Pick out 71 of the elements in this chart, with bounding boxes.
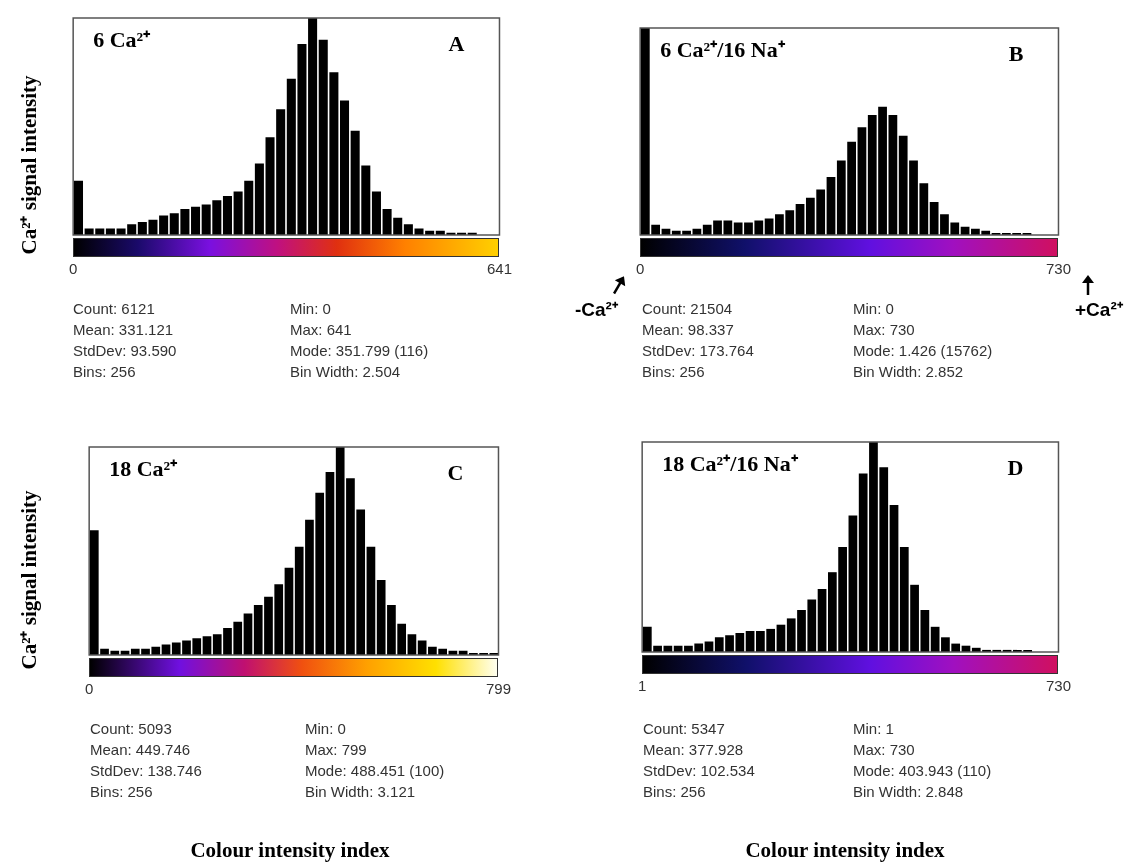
x-tick-label: 641 <box>486 260 512 278</box>
text: Mean: 331.121 <box>73 321 174 338</box>
annotation: B <box>1008 40 1024 66</box>
bar <box>366 546 376 655</box>
x-tick-label: 730 <box>1045 260 1071 278</box>
text: Mean: 377.928 <box>643 741 744 758</box>
text: Bins: 256 <box>642 363 705 380</box>
annotation: C <box>447 459 464 485</box>
annotation: 18 Ca²⁺ <box>109 455 179 481</box>
text: StdDev: 93.590 <box>73 342 177 359</box>
text: Bin Width: 2.852 <box>853 363 964 380</box>
text: Bins: 256 <box>643 783 706 800</box>
bar <box>243 613 253 655</box>
bar <box>222 195 232 235</box>
annotation: A <box>448 30 465 56</box>
bar <box>857 127 867 235</box>
text: Mean: 449.746 <box>90 741 191 758</box>
bar <box>325 471 335 655</box>
bar <box>105 228 115 235</box>
y-axis-title: Ca²⁺ signal intensity <box>16 490 42 670</box>
text: Count: 5093 <box>90 720 172 737</box>
text: Max: 641 <box>290 321 352 338</box>
text: Min: 0 <box>290 300 331 317</box>
bar <box>817 589 827 652</box>
text: Bin Width: 2.504 <box>290 363 401 380</box>
bar <box>340 100 350 235</box>
text: Min: 1 <box>853 720 894 737</box>
bar <box>284 567 294 655</box>
x-tick-label: 0 <box>85 680 94 698</box>
annotation: 18 Ca²⁺/16 Na⁺ <box>662 450 799 476</box>
text: Count: 6121 <box>73 300 155 317</box>
x-tick-label: 1 <box>638 677 647 695</box>
bar <box>254 163 264 235</box>
bar <box>191 206 201 235</box>
annotation: 6 Ca²⁺/16 Na⁺ <box>660 36 786 62</box>
x-axis-title: Colour intensity index <box>190 838 390 863</box>
text: -Ca²⁺ <box>575 298 618 322</box>
annotation: D <box>1007 454 1024 480</box>
text: Bin Width: 2.848 <box>853 783 964 800</box>
text: Mode: 488.451 (100) <box>305 762 445 779</box>
bar <box>371 191 381 235</box>
text: Max: 730 <box>853 741 915 758</box>
bar <box>826 177 836 235</box>
text: Mode: 351.799 (116) <box>290 342 429 359</box>
annotation: 6 Ca²⁺ <box>93 26 152 52</box>
bar <box>889 505 899 652</box>
text: Mode: 1.426 (15762) <box>853 342 993 359</box>
y-axis-title: Ca²⁺ signal intensity <box>16 75 42 255</box>
text: Min: 0 <box>305 720 346 737</box>
text: +Ca²⁺ <box>1075 298 1123 322</box>
text: Count: 21504 <box>642 300 733 317</box>
text: Count: 5347 <box>643 720 725 737</box>
text: Min: 0 <box>853 300 894 317</box>
text: Max: 799 <box>305 741 367 758</box>
text: Mean: 98.337 <box>642 321 734 338</box>
text: Mode: 403.943 (110) <box>853 762 992 779</box>
x-tick-label: 730 <box>1045 677 1071 695</box>
x-axis-title: Colour intensity index <box>745 838 945 863</box>
x-tick-label: 0 <box>69 260 78 278</box>
x-tick-label: 799 <box>485 680 511 698</box>
text: StdDev: 138.746 <box>90 762 202 779</box>
bar <box>848 515 858 652</box>
x-tick-label: 0 <box>636 260 645 278</box>
text: Bins: 256 <box>73 363 136 380</box>
text: Max: 730 <box>853 321 915 338</box>
bar <box>308 18 318 235</box>
text: Bin Width: 3.121 <box>305 783 416 800</box>
bar <box>73 180 84 235</box>
text: Bins: 256 <box>90 783 153 800</box>
text: StdDev: 102.534 <box>643 762 755 779</box>
text: StdDev: 173.764 <box>642 342 754 359</box>
